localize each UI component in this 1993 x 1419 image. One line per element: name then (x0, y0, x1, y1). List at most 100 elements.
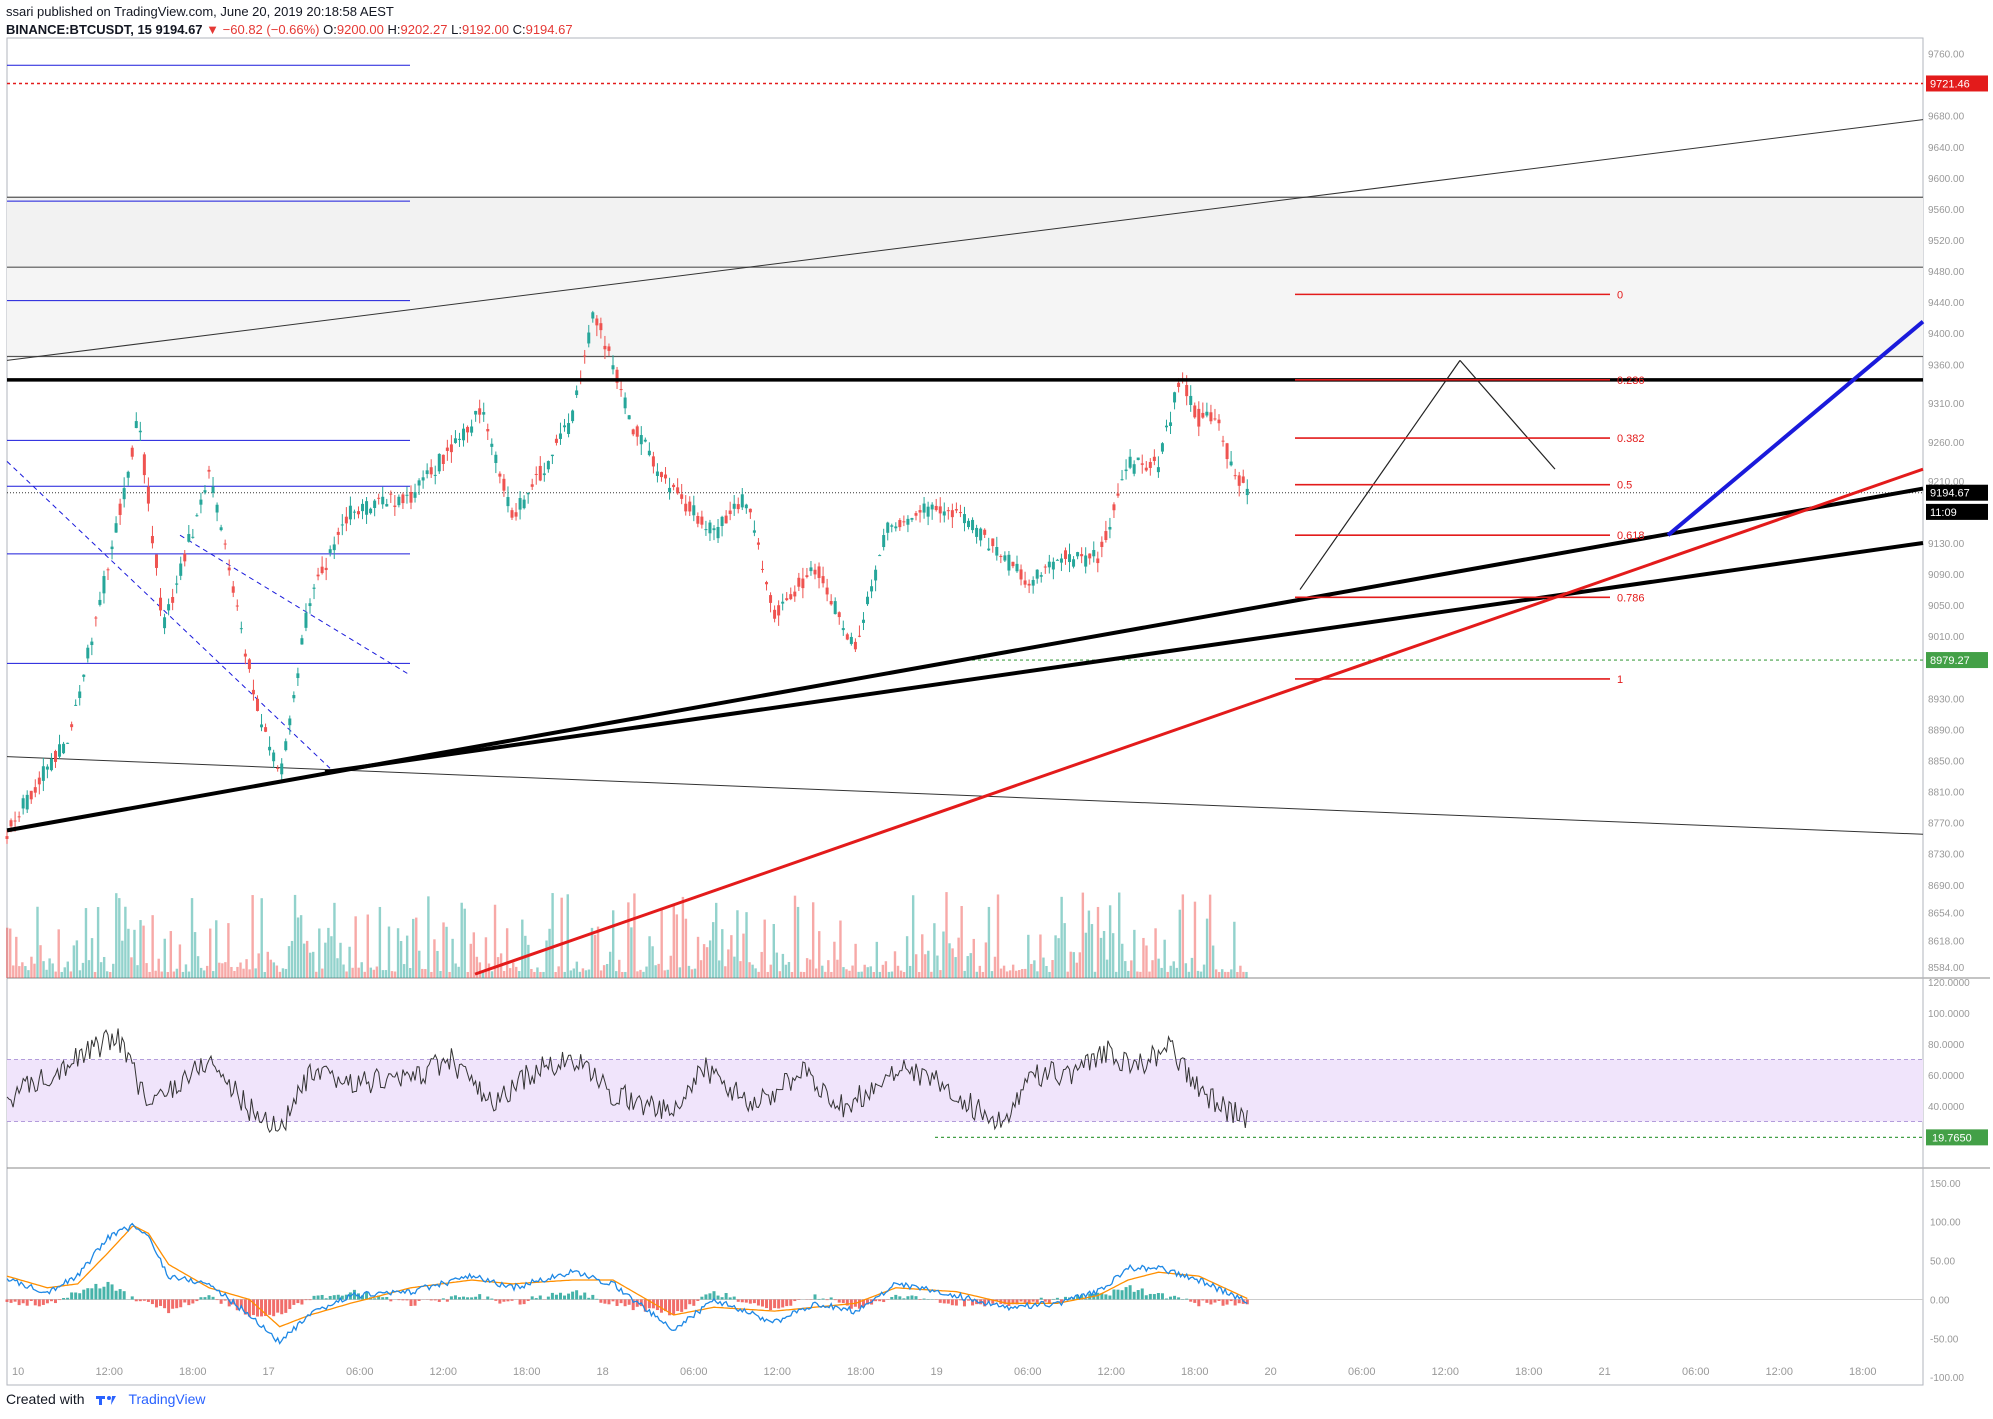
price-tick-label: 9130.00 (1928, 539, 1965, 550)
macd-histogram-bar (829, 1297, 833, 1300)
volume-bar (115, 893, 118, 978)
candle (740, 494, 744, 508)
time-tick-label: 10 (12, 1366, 24, 1378)
volume-bar (315, 971, 318, 978)
candle (587, 332, 591, 344)
volume-bar (18, 966, 21, 978)
macd-histogram-bar (264, 1299, 268, 1317)
macd-histogram-bar (183, 1299, 187, 1303)
candle (575, 390, 579, 396)
candle (817, 566, 821, 578)
volume-bar (1054, 935, 1057, 978)
macd-histogram-bar (1185, 1298, 1189, 1300)
macd-histogram-bar (720, 1297, 724, 1300)
volume-bar (915, 954, 918, 978)
macd-histogram-bar (365, 1291, 369, 1300)
macd-histogram-bar (1019, 1299, 1023, 1302)
volume-bar (675, 914, 679, 978)
macd-histogram-bar (58, 1299, 62, 1301)
volume-bar (1078, 952, 1082, 978)
candle (890, 525, 894, 527)
candle (518, 498, 522, 510)
macd-histogram-bar (728, 1297, 732, 1300)
volume-bar (784, 964, 788, 978)
candle (470, 426, 474, 433)
macd-histogram-bar (773, 1299, 777, 1309)
candle (340, 524, 344, 526)
volume-bar (396, 928, 400, 978)
volume-bar (1048, 971, 1051, 978)
candle (744, 504, 748, 509)
volume-bar (1127, 970, 1130, 978)
tradingview-brand[interactable]: TradingView (128, 1391, 206, 1407)
volume-bar (154, 970, 157, 978)
volume-bar (1233, 921, 1236, 978)
fib-level-label: 0.236 (1617, 375, 1645, 387)
macd-histogram-bar (1197, 1299, 1201, 1307)
volume-bar (405, 935, 409, 978)
candle (425, 470, 429, 475)
volume-bar (157, 958, 160, 978)
volume-bar (1181, 894, 1185, 978)
volume-bar (660, 907, 663, 978)
macd-histogram-bar (239, 1299, 243, 1309)
volume-bar (469, 943, 472, 978)
volume-bar (587, 969, 591, 978)
candle (25, 794, 29, 810)
macd-histogram-bar (954, 1299, 958, 1306)
volume-bar (478, 962, 482, 978)
volume-bar (848, 970, 851, 978)
candle (1092, 549, 1096, 557)
volume-bar (515, 966, 518, 978)
macd-histogram-bar (82, 1289, 86, 1300)
macd-histogram-bar (1076, 1294, 1080, 1300)
macd-histogram-bar (110, 1284, 114, 1300)
volume-bar (1030, 963, 1033, 978)
macd-histogram-bar (688, 1299, 692, 1305)
macd-histogram-bar (215, 1299, 219, 1301)
volume-bar (54, 971, 57, 978)
candle (991, 538, 995, 547)
volume-bar (808, 959, 812, 978)
volume-bar (184, 964, 188, 978)
volume-bar (845, 969, 848, 978)
macd-tick-label: -50.00 (1930, 1334, 1959, 1345)
macd-histogram-bar (672, 1299, 676, 1315)
price-tick-label: 9520.00 (1928, 236, 1965, 247)
macd-histogram-bar (1225, 1299, 1229, 1305)
macd-histogram-bar (429, 1299, 433, 1301)
macd-histogram-bar (866, 1299, 870, 1305)
macd-histogram-bar (227, 1299, 231, 1307)
symbol-name[interactable]: BINANCE:BTCUSDT, 15 (6, 22, 152, 37)
candle (1189, 395, 1193, 405)
time-tick-label: 12:00 (764, 1366, 792, 1378)
volume-bar (790, 971, 794, 978)
candle (1177, 382, 1181, 387)
candle (393, 505, 397, 507)
volume-bar (751, 964, 754, 978)
candle (942, 511, 946, 516)
volume-bar (381, 970, 385, 978)
volume-bar (436, 950, 439, 978)
macd-histogram-bar (33, 1299, 37, 1306)
price-tick-label: 9440.00 (1928, 298, 1965, 309)
candle (276, 767, 280, 769)
volume-bar (1069, 951, 1072, 978)
volume-bar (878, 971, 882, 978)
candle (1136, 457, 1140, 461)
candle (894, 526, 898, 529)
macd-histogram-bar (53, 1299, 57, 1304)
candle (1173, 392, 1177, 403)
candle (724, 515, 728, 524)
candle (821, 576, 825, 584)
candle (159, 597, 163, 611)
volume-bar (245, 959, 248, 978)
candle (853, 641, 857, 650)
macd-histogram-bar (389, 1299, 393, 1302)
volume-bar (1221, 969, 1224, 978)
volume-bar (351, 967, 354, 978)
candle (958, 512, 962, 514)
volume-bar (869, 966, 872, 978)
macd-histogram-bar (603, 1299, 607, 1304)
